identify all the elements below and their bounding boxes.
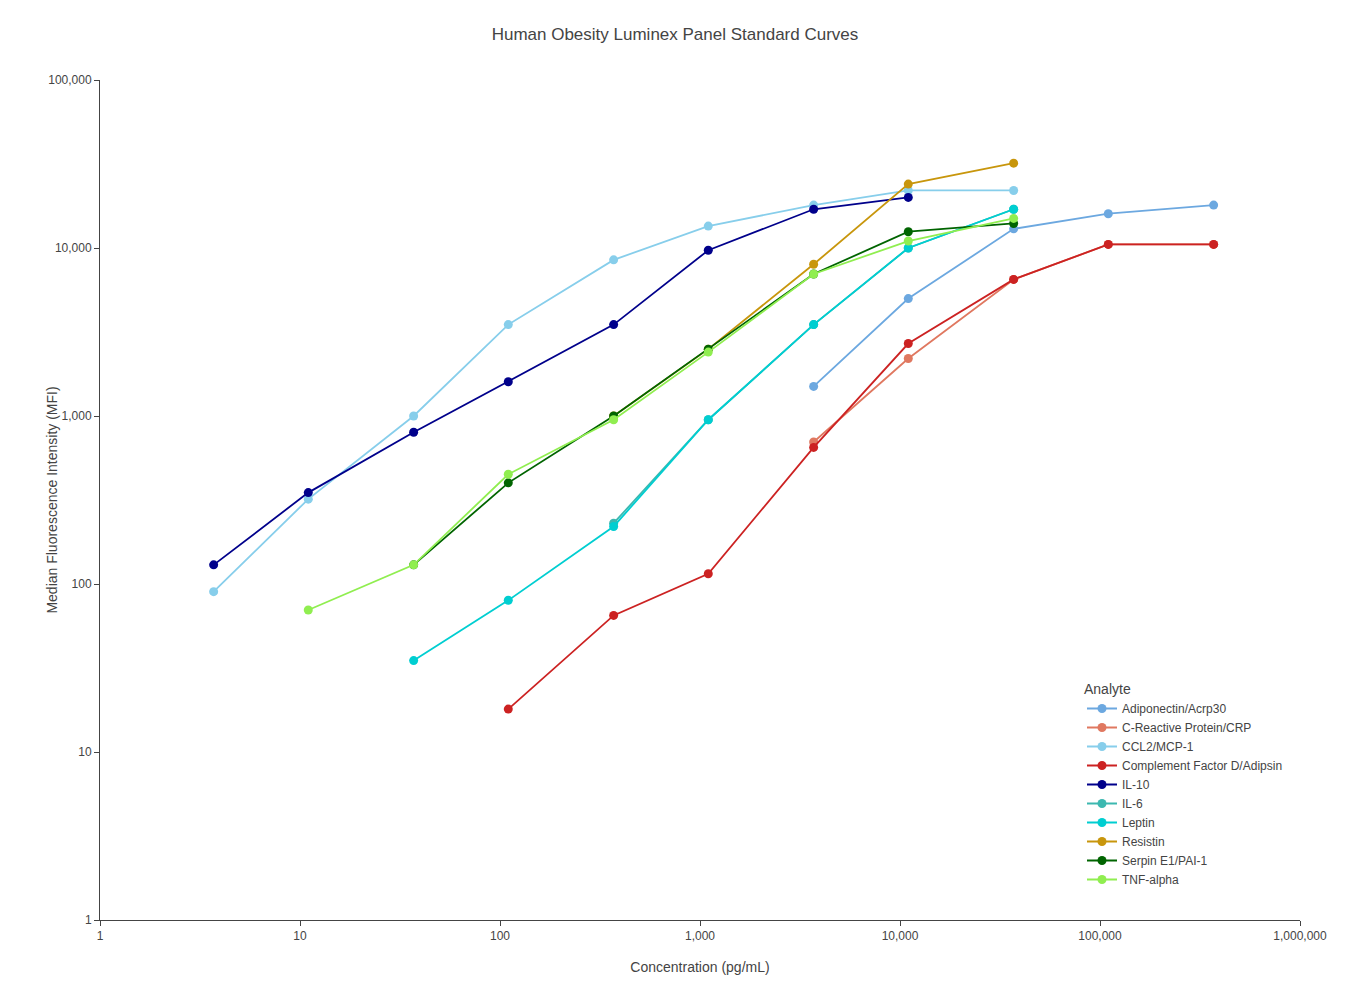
svg-text:100,000: 100,000 [48,73,92,87]
svg-text:CCL2/MCP-1: CCL2/MCP-1 [1122,740,1194,754]
svg-text:100: 100 [490,929,510,943]
svg-text:Leptin: Leptin [1122,816,1155,830]
svg-text:1,000,000: 1,000,000 [1273,929,1327,943]
svg-text:Resistin: Resistin [1122,835,1165,849]
svg-text:1,000: 1,000 [685,929,715,943]
svg-text:Concentration (pg/mL): Concentration (pg/mL) [630,959,769,975]
svg-text:10: 10 [293,929,307,943]
svg-text:100,000: 100,000 [1078,929,1122,943]
svg-text:10,000: 10,000 [55,241,92,255]
svg-text:Median Fluorescence Intensity: Median Fluorescence Intensity (MFI) [44,386,60,613]
svg-text:10,000: 10,000 [882,929,919,943]
svg-text:1,000: 1,000 [62,409,92,423]
svg-text:C-Reactive Protein/CRP: C-Reactive Protein/CRP [1122,721,1251,735]
svg-text:100: 100 [72,577,92,591]
svg-text:IL-10: IL-10 [1122,778,1150,792]
svg-text:IL-6: IL-6 [1122,797,1143,811]
svg-text:10: 10 [78,745,92,759]
svg-text:Complement Factor D/Adipsin: Complement Factor D/Adipsin [1122,759,1282,773]
svg-text:Analyte: Analyte [1084,681,1131,697]
svg-text:Serpin E1/PAI-1: Serpin E1/PAI-1 [1122,854,1207,868]
svg-text:1: 1 [85,913,92,927]
svg-text:Adiponectin/Acrp30: Adiponectin/Acrp30 [1122,702,1226,716]
svg-text:1: 1 [97,929,104,943]
svg-text:Human Obesity Luminex Panel St: Human Obesity Luminex Panel Standard Cur… [492,25,859,44]
svg-text:TNF-alpha: TNF-alpha [1122,873,1179,887]
